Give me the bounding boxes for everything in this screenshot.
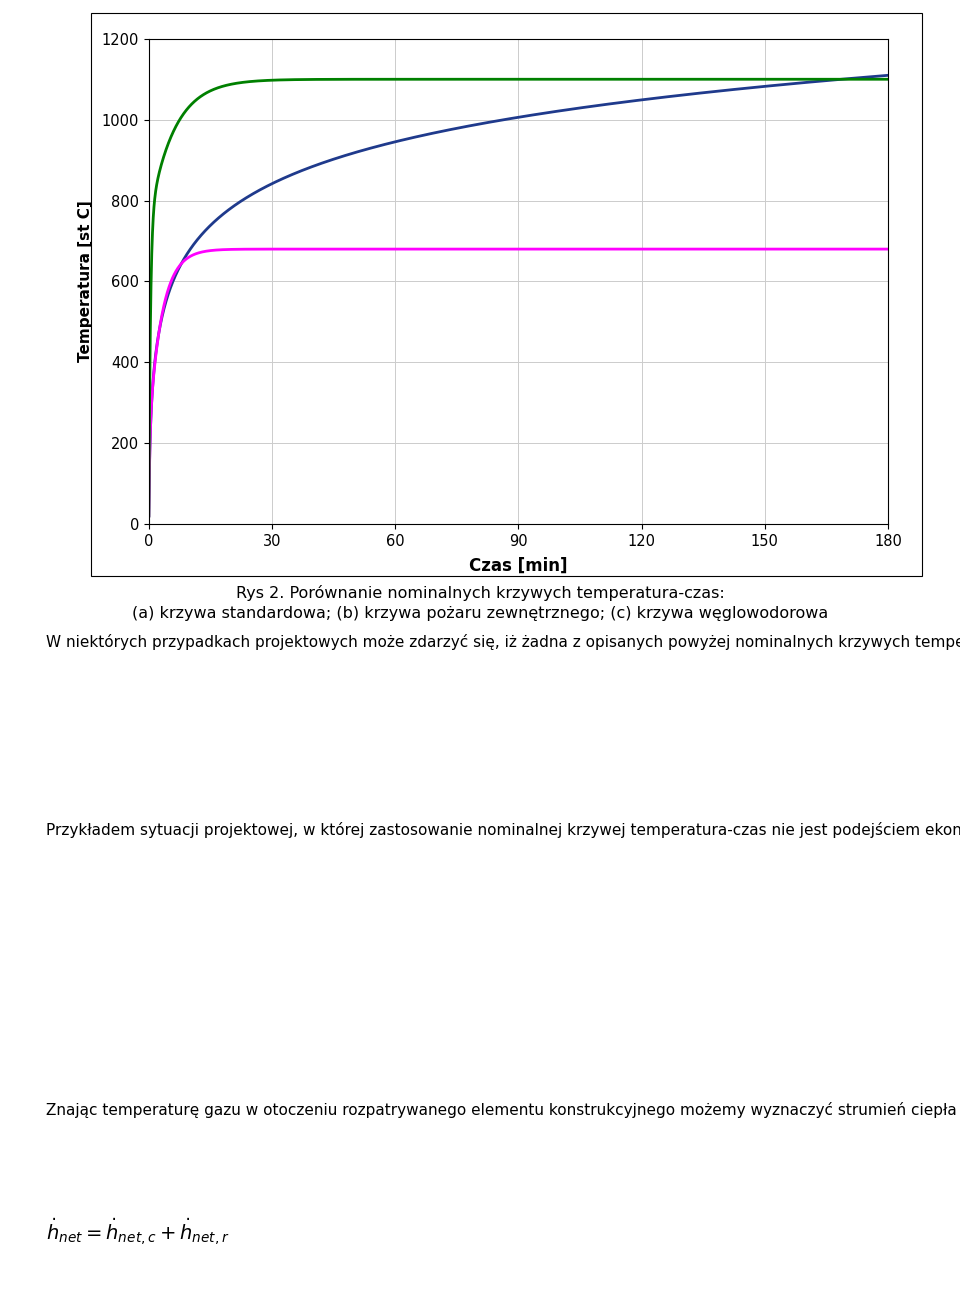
Y-axis label: Temperatura [st C]: Temperatura [st C] [79, 201, 93, 362]
Text: (a) krzywa standardowa; (b) krzywa pożaru zewnętrznego; (c) krzywa węglowodorowa: (a) krzywa standardowa; (b) krzywa pożar… [132, 606, 828, 621]
Text: Znając temperaturę gazu w otoczeniu rozpatrywanego elementu konstrukcyjnego może: Znając temperaturę gazu w otoczeniu rozp… [46, 1102, 960, 1118]
Text: W niektórych przypadkach projektowych może zdarzyć się, iż żadna z opisanych pow: W niektórych przypadkach projektowych mo… [46, 634, 960, 650]
X-axis label: Czas [min]: Czas [min] [469, 558, 567, 575]
Text: $\dot{h}_{net} = \dot{h}_{net,c} + \dot{h}_{net,r}$: $\dot{h}_{net} = \dot{h}_{net,c} + \dot{… [46, 1216, 229, 1247]
Text: Rys 2. Porównanie nominalnych krzywych temperatura-czas:: Rys 2. Porównanie nominalnych krzywych t… [235, 585, 725, 600]
Text: Przykładem sytuacji projektowej, w której zastosowanie nominalnej krzywej temper: Przykładem sytuacji projektowej, w które… [46, 822, 960, 837]
